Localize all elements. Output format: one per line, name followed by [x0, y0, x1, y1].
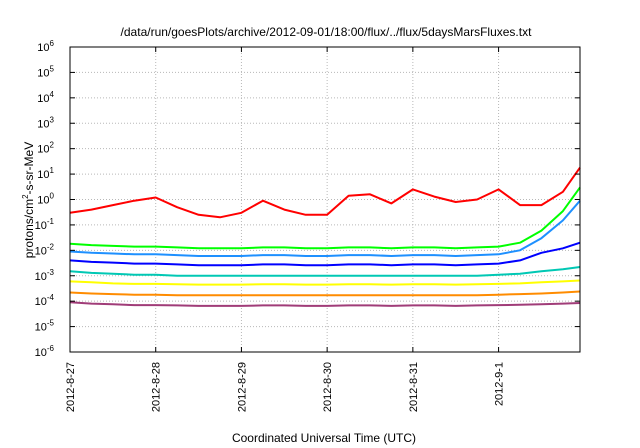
y-tick-label: 106: [37, 39, 54, 54]
series-line-5: [69, 266, 581, 277]
series-line-6: [69, 279, 581, 286]
y-tick-label: 102: [37, 141, 54, 156]
y-tick-label: 10-5: [35, 319, 55, 334]
y-tick-label: 10-4: [35, 293, 55, 308]
x-tick-label: 2012-8-27: [65, 362, 77, 412]
x-tick-label: 2012-8-31: [408, 362, 420, 412]
grid-lines: [70, 47, 580, 352]
series-line-7: [69, 290, 581, 297]
y-axis-label: protons/cm2-s-sr-MeV: [21, 142, 36, 258]
y-tick-label: 104: [37, 90, 54, 105]
x-tick-label: 2012-8-30: [322, 362, 334, 412]
y-axis-ticks: 10-6 10-5 10-4 10-3 10-2 10-1 100 101 102 103 104 1…: [35, 39, 580, 359]
series-line-1: [69, 167, 581, 219]
series-line-2: [69, 186, 581, 250]
x-tick-label: 2012-8-28: [151, 362, 163, 412]
y-tick-label: 105: [37, 64, 54, 79]
y-tick-label: 10-6: [35, 344, 55, 359]
x-axis-ticks: 2012-8-27 2012-8-28 2012-8-29 2012-8-30 2012…: [65, 47, 506, 412]
y-tick-label: 100: [37, 192, 54, 207]
y-tick-label: 101: [37, 166, 54, 181]
series-line-3: [69, 200, 581, 257]
series-layer: [69, 167, 581, 307]
y-tick-label: 10-2: [35, 242, 55, 257]
x-axis-label: Coordinated Universal Time (UTC): [232, 431, 416, 445]
y-tick-label: 10-3: [35, 268, 55, 283]
y-tick-label: 10-1: [35, 217, 55, 232]
y-tick-label: 103: [37, 115, 54, 130]
series-line-8: [69, 301, 581, 307]
x-tick-label: 2012-8-29: [236, 362, 248, 412]
series-line-4: [69, 241, 581, 267]
chart-title: /data/run/goesPlots/archive/2012-09-01/1…: [121, 25, 533, 39]
x-tick-label: 2012-9-1: [494, 362, 506, 406]
